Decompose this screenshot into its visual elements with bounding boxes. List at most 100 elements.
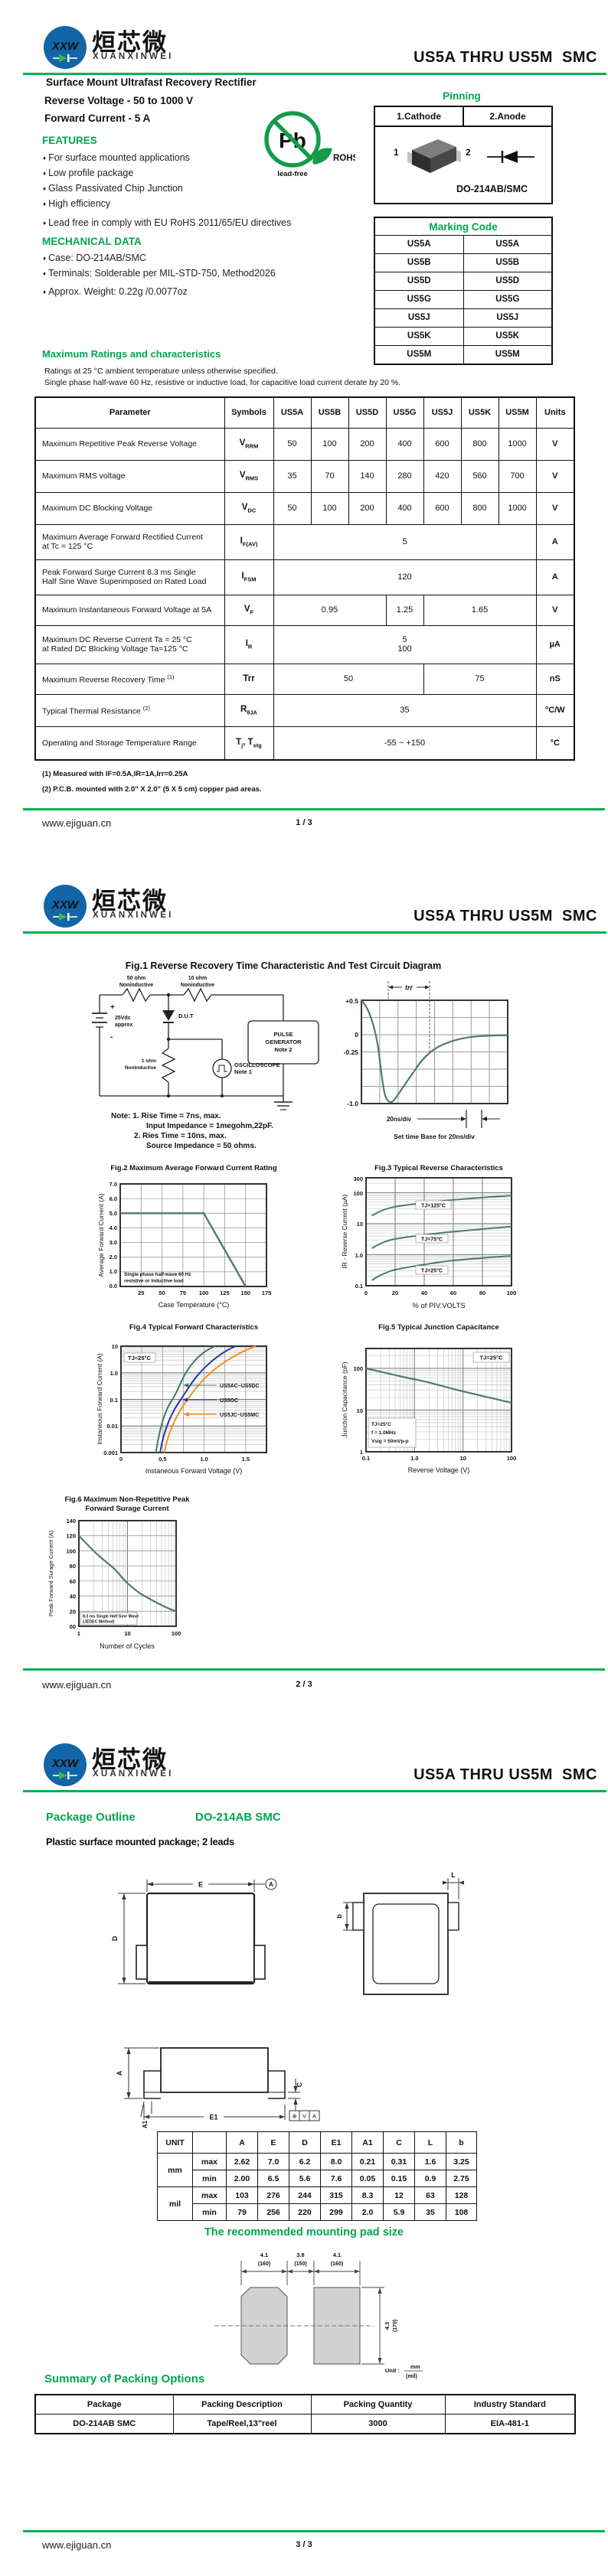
- y-tick: 10: [357, 1407, 363, 1414]
- dim-a1-label: A1: [142, 2120, 149, 2128]
- pin1-label: 1.Cathode: [375, 107, 464, 126]
- curve-label-a-d: US5AC~US5DC: [220, 1384, 260, 1389]
- y-tick: 0.0: [110, 1283, 117, 1290]
- y-tick: 0: [355, 1031, 358, 1039]
- pad-dim-left: 4.1: [260, 2252, 268, 2258]
- footer-page-number: 2 / 3: [296, 1680, 312, 1689]
- table-row-vrms: Maximum RMS voltage VRMS 35 70 140 280 420 56…: [34, 459, 575, 493]
- ratings-condition-2: Single phase half-wave 60 Hz, resistive …: [44, 378, 401, 387]
- product-line: Surface Mount Ultrafast Recovery Rectifi…: [46, 77, 257, 88]
- logo-chinese-name: 烜芯微: [92, 1746, 168, 1773]
- marking-row: US5A US5A: [375, 235, 551, 253]
- fig2-chart: Fig.2 Maximum Average Forward Current Ra…: [97, 1164, 277, 1309]
- x-tick: 100: [507, 1290, 517, 1296]
- capacitance-curve: [365, 1367, 512, 1404]
- x-tick: 10: [460, 1455, 466, 1462]
- mechanical-data-heading: MECHANICAL DATA: [42, 236, 142, 247]
- grid: [361, 1000, 508, 1104]
- grid: [79, 1521, 176, 1626]
- x-tick: 1.0: [200, 1456, 208, 1462]
- y-tick: 140: [66, 1518, 76, 1524]
- oscilloscope-note: Note 1: [234, 1068, 252, 1075]
- footer-site: www.ejiguan.cn: [42, 817, 112, 829]
- table-note-1: (1) Measured with IF=0.5A,IR=1A,Irr=0.25…: [42, 770, 188, 778]
- fig5-chart: Fig.5 Typical Junction Capacitance TJ=25…: [341, 1323, 517, 1474]
- bullet-icon: ♦: [43, 270, 47, 277]
- pad-dim-left-mil: (160): [258, 2261, 270, 2267]
- r1-label2: Noninductive: [119, 983, 153, 988]
- x-tick: 10: [124, 1630, 130, 1637]
- tolerance-frame: ⊕ V A: [289, 2110, 320, 2121]
- footer-page-number: 3 / 3: [296, 2540, 312, 2549]
- ratings-condition-1: Ratings at 25 °C ambient temperature unl…: [44, 367, 278, 376]
- fig2-note2: resistive or inductive load: [124, 1279, 184, 1284]
- reverse-voltage-line: Reverse Voltage - 50 to 1000 V: [44, 95, 194, 106]
- tol-sym-2: V: [302, 2113, 306, 2120]
- div-label: 20ns/div: [387, 1116, 412, 1123]
- y-tick: 0.1: [110, 1397, 118, 1404]
- x-tick: 75: [180, 1290, 186, 1296]
- fig6-note-2: (JEDEC Method): [83, 1620, 115, 1625]
- mech-terminals: ♦ Terminals: Solderable per MIL-STD-750, …: [43, 268, 276, 279]
- tol-sym-3: A: [312, 2113, 316, 2120]
- package-outline-type: DO-214AB SMC: [195, 1811, 281, 1824]
- pulse-generator-note: Note 2: [275, 1046, 293, 1053]
- y-tick: 6.0: [110, 1195, 117, 1202]
- feature-item: ♦ High efficiency: [43, 198, 111, 209]
- y-tick: 0.1: [355, 1283, 363, 1290]
- curve-label-j-m: US5JC~US5MC: [220, 1413, 259, 1418]
- leaf-icon: [312, 148, 332, 165]
- x-tick: 150: [240, 1290, 250, 1296]
- trr-markers: [387, 981, 430, 1052]
- logo-abbr: XXW: [51, 1757, 80, 1770]
- header-rule: [23, 931, 606, 934]
- package-name: DO-214AB/SMC: [456, 184, 528, 194]
- pulse-generator-label2: GENERATOR: [265, 1039, 302, 1045]
- dim-b-label: b: [337, 1914, 343, 1919]
- note-line: Input Impedance = 1megohm,22pF.: [146, 1122, 273, 1130]
- page-title: US5A THRU US5M SMC: [414, 1766, 597, 1783]
- x-tick: 100: [507, 1455, 517, 1462]
- fig3-xlabel: % of PIV.VOLTS: [412, 1302, 465, 1310]
- fig5-title: Fig.5 Typical Junction Capacitance: [378, 1323, 499, 1332]
- y-tick: 0.001: [103, 1449, 118, 1456]
- header-rule: [23, 1790, 606, 1792]
- x-tick: 20: [392, 1290, 398, 1296]
- battery-approx: approx: [115, 1022, 132, 1028]
- x-tick: 100: [172, 1630, 181, 1637]
- rohs-text: ROHS: [333, 154, 355, 163]
- fig1-notes: Note: 1. Rise Time = 7ns, max. Input Imp…: [111, 1111, 273, 1151]
- packing-options-heading: Summary of Packing Options: [44, 2372, 205, 2385]
- smc-package-image: [407, 139, 461, 173]
- package-outline-heading: Package Outline: [46, 1811, 136, 1824]
- logo-abbr: XXW: [51, 40, 80, 53]
- dims-mm-min-row: min 2.00 6.5 5.6 7.6 0.05 0.15 0.9 2.75: [158, 2170, 477, 2187]
- x-tick: 25: [138, 1290, 144, 1296]
- feature-item: ♦ For surface mounted applications: [43, 152, 190, 163]
- x-tick: 50: [159, 1290, 165, 1296]
- recovery-curve: [361, 999, 508, 1104]
- note-line: Note: 1. Rise Time = 7ns, max.: [111, 1112, 221, 1120]
- y-tick: 3.0: [110, 1239, 117, 1246]
- fig4-xlabel: Instaneous Forward Voltage (V): [145, 1467, 243, 1475]
- dim-e1-label: E1: [209, 2114, 217, 2121]
- y-tick: 100: [353, 1365, 363, 1372]
- bullet-icon: ♦: [43, 185, 47, 192]
- fig4-ylabel: Instaneous Forward Current (A): [96, 1353, 103, 1445]
- fig6-title-line1: Fig.6 Maximum Non-Repetitive Peak: [64, 1495, 190, 1504]
- bullet-icon: ♦: [43, 201, 47, 207]
- y-tick: 1.0: [110, 1370, 118, 1377]
- logo-latin-name: XUANXINWEI: [93, 1769, 174, 1779]
- fig6-title-line2: Forward Surage Current: [85, 1505, 169, 1513]
- packing-data-row: DO-214AB SMC Tape/Reel,13"reel 3000 EIA-481…: [34, 2414, 576, 2434]
- fig1-title: Fig.1 Reverse Recovery Time Characterist…: [125, 960, 442, 971]
- r1-label: 50 ohm: [127, 976, 146, 981]
- diode-symbol-icon: [487, 151, 534, 163]
- table-row-ir: Maximum DC Reverse Current Ta = 25 °C at …: [34, 624, 575, 664]
- dim-e-label: E: [198, 1881, 203, 1889]
- logo-chinese-name: 烜芯微: [92, 29, 168, 56]
- packing-header-row: Package Packing Description Packing Quanti…: [34, 2394, 576, 2415]
- y-tick: 1.0: [355, 1252, 363, 1259]
- fig3-title: Fig.3 Typical Reverse Characteristics: [374, 1164, 503, 1172]
- pad-unit-mm: mm: [410, 2365, 420, 2370]
